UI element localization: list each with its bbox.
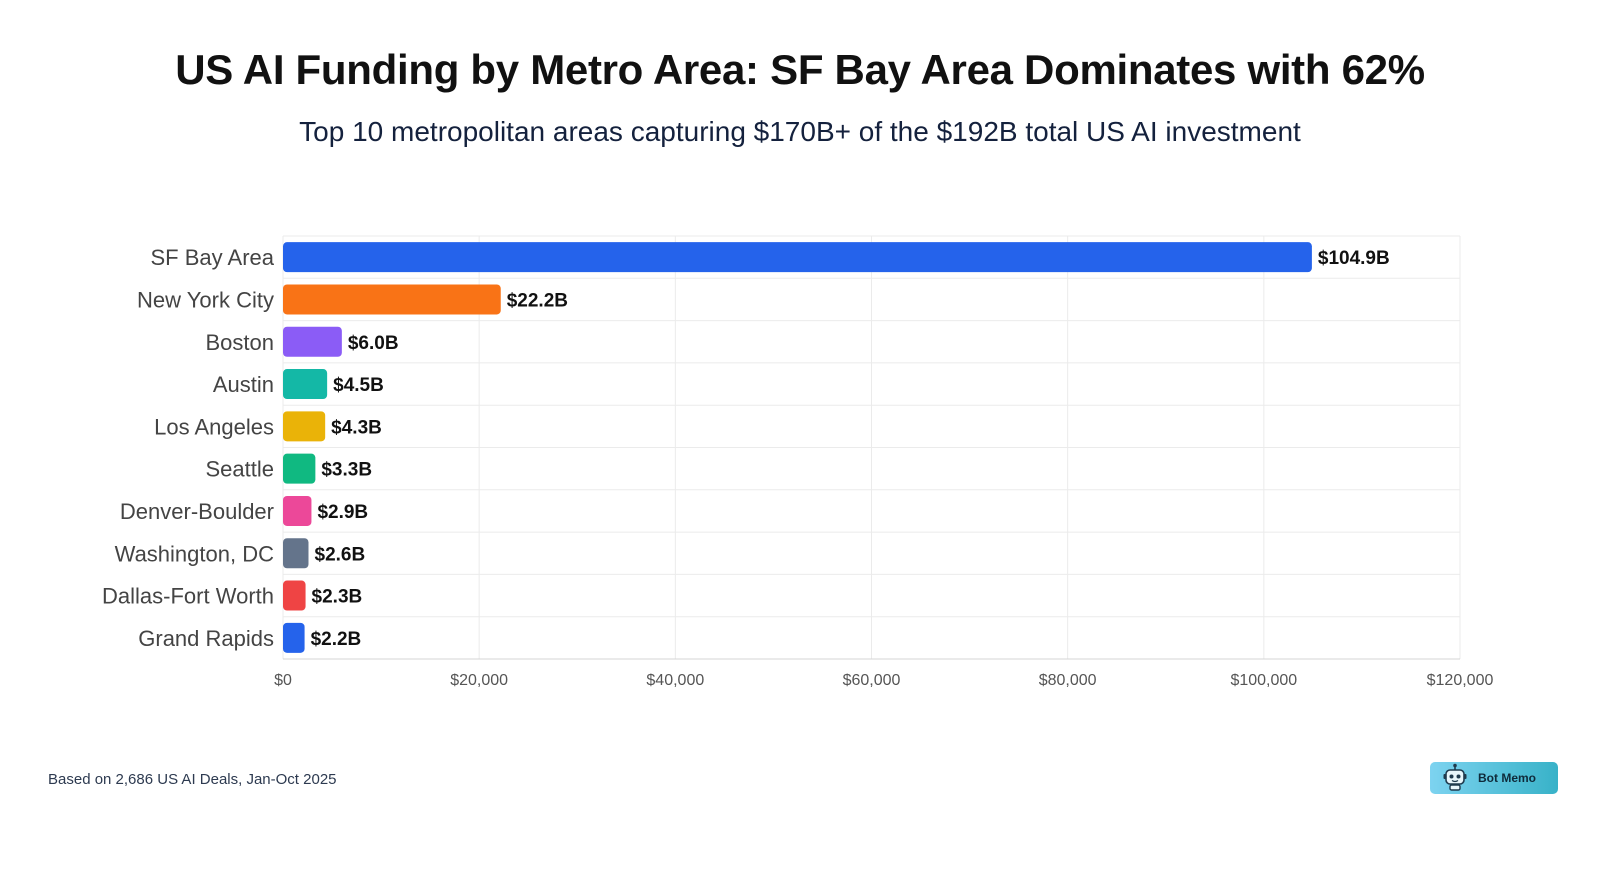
data-label: $104.9B xyxy=(1318,248,1390,269)
category-label: Austin xyxy=(213,372,274,397)
category-label: New York City xyxy=(137,287,274,312)
brand-badge[interactable]: Bot Memo xyxy=(1430,762,1558,794)
bar xyxy=(283,242,1312,273)
category-label: Dallas-Fort Worth xyxy=(102,584,274,609)
category-label: Boston xyxy=(206,330,275,355)
data-label: $2.2B xyxy=(311,629,362,650)
bar xyxy=(283,622,305,653)
chart-subtitle: Top 10 metropolitan areas capturing $170… xyxy=(299,116,1301,147)
x-tick-label: $100,000 xyxy=(1230,672,1297,689)
data-label: $2.6B xyxy=(315,544,366,565)
x-tick-label: $80,000 xyxy=(1039,672,1097,689)
data-label: $4.5B xyxy=(333,375,384,396)
category-label: Seattle xyxy=(206,457,275,482)
brand-label: Bot Memo xyxy=(1478,771,1536,785)
x-tick-label: $0 xyxy=(274,672,292,689)
x-tick-label: $20,000 xyxy=(450,672,508,689)
data-label: $22.2B xyxy=(507,290,568,311)
bar xyxy=(283,326,342,357)
bar xyxy=(283,411,326,442)
bar xyxy=(283,369,328,400)
bar xyxy=(283,538,309,569)
category-label: Washington, DC xyxy=(115,541,274,566)
x-tick-label: $120,000 xyxy=(1427,672,1494,689)
x-tick-label: $60,000 xyxy=(843,672,901,689)
robot-icon xyxy=(1440,763,1470,793)
data-label: $6.0B xyxy=(348,333,399,354)
x-tick-label: $40,000 xyxy=(646,672,704,689)
data-label: $4.3B xyxy=(331,417,382,438)
category-label: Los Angeles xyxy=(154,414,274,439)
data-label: $2.9B xyxy=(317,502,368,523)
category-label: Denver-Boulder xyxy=(120,499,274,524)
bar xyxy=(283,453,316,484)
bar xyxy=(283,284,501,315)
footnote: Based on 2,686 US AI Deals, Jan-Oct 2025 xyxy=(48,771,337,788)
bar xyxy=(283,580,306,611)
chart-title: US AI Funding by Metro Area: SF Bay Area… xyxy=(175,46,1425,93)
category-label: SF Bay Area xyxy=(150,245,274,270)
data-label: $2.3B xyxy=(312,587,363,608)
bar xyxy=(283,495,312,526)
category-label: Grand Rapids xyxy=(138,626,274,651)
data-label: $3.3B xyxy=(321,460,372,481)
